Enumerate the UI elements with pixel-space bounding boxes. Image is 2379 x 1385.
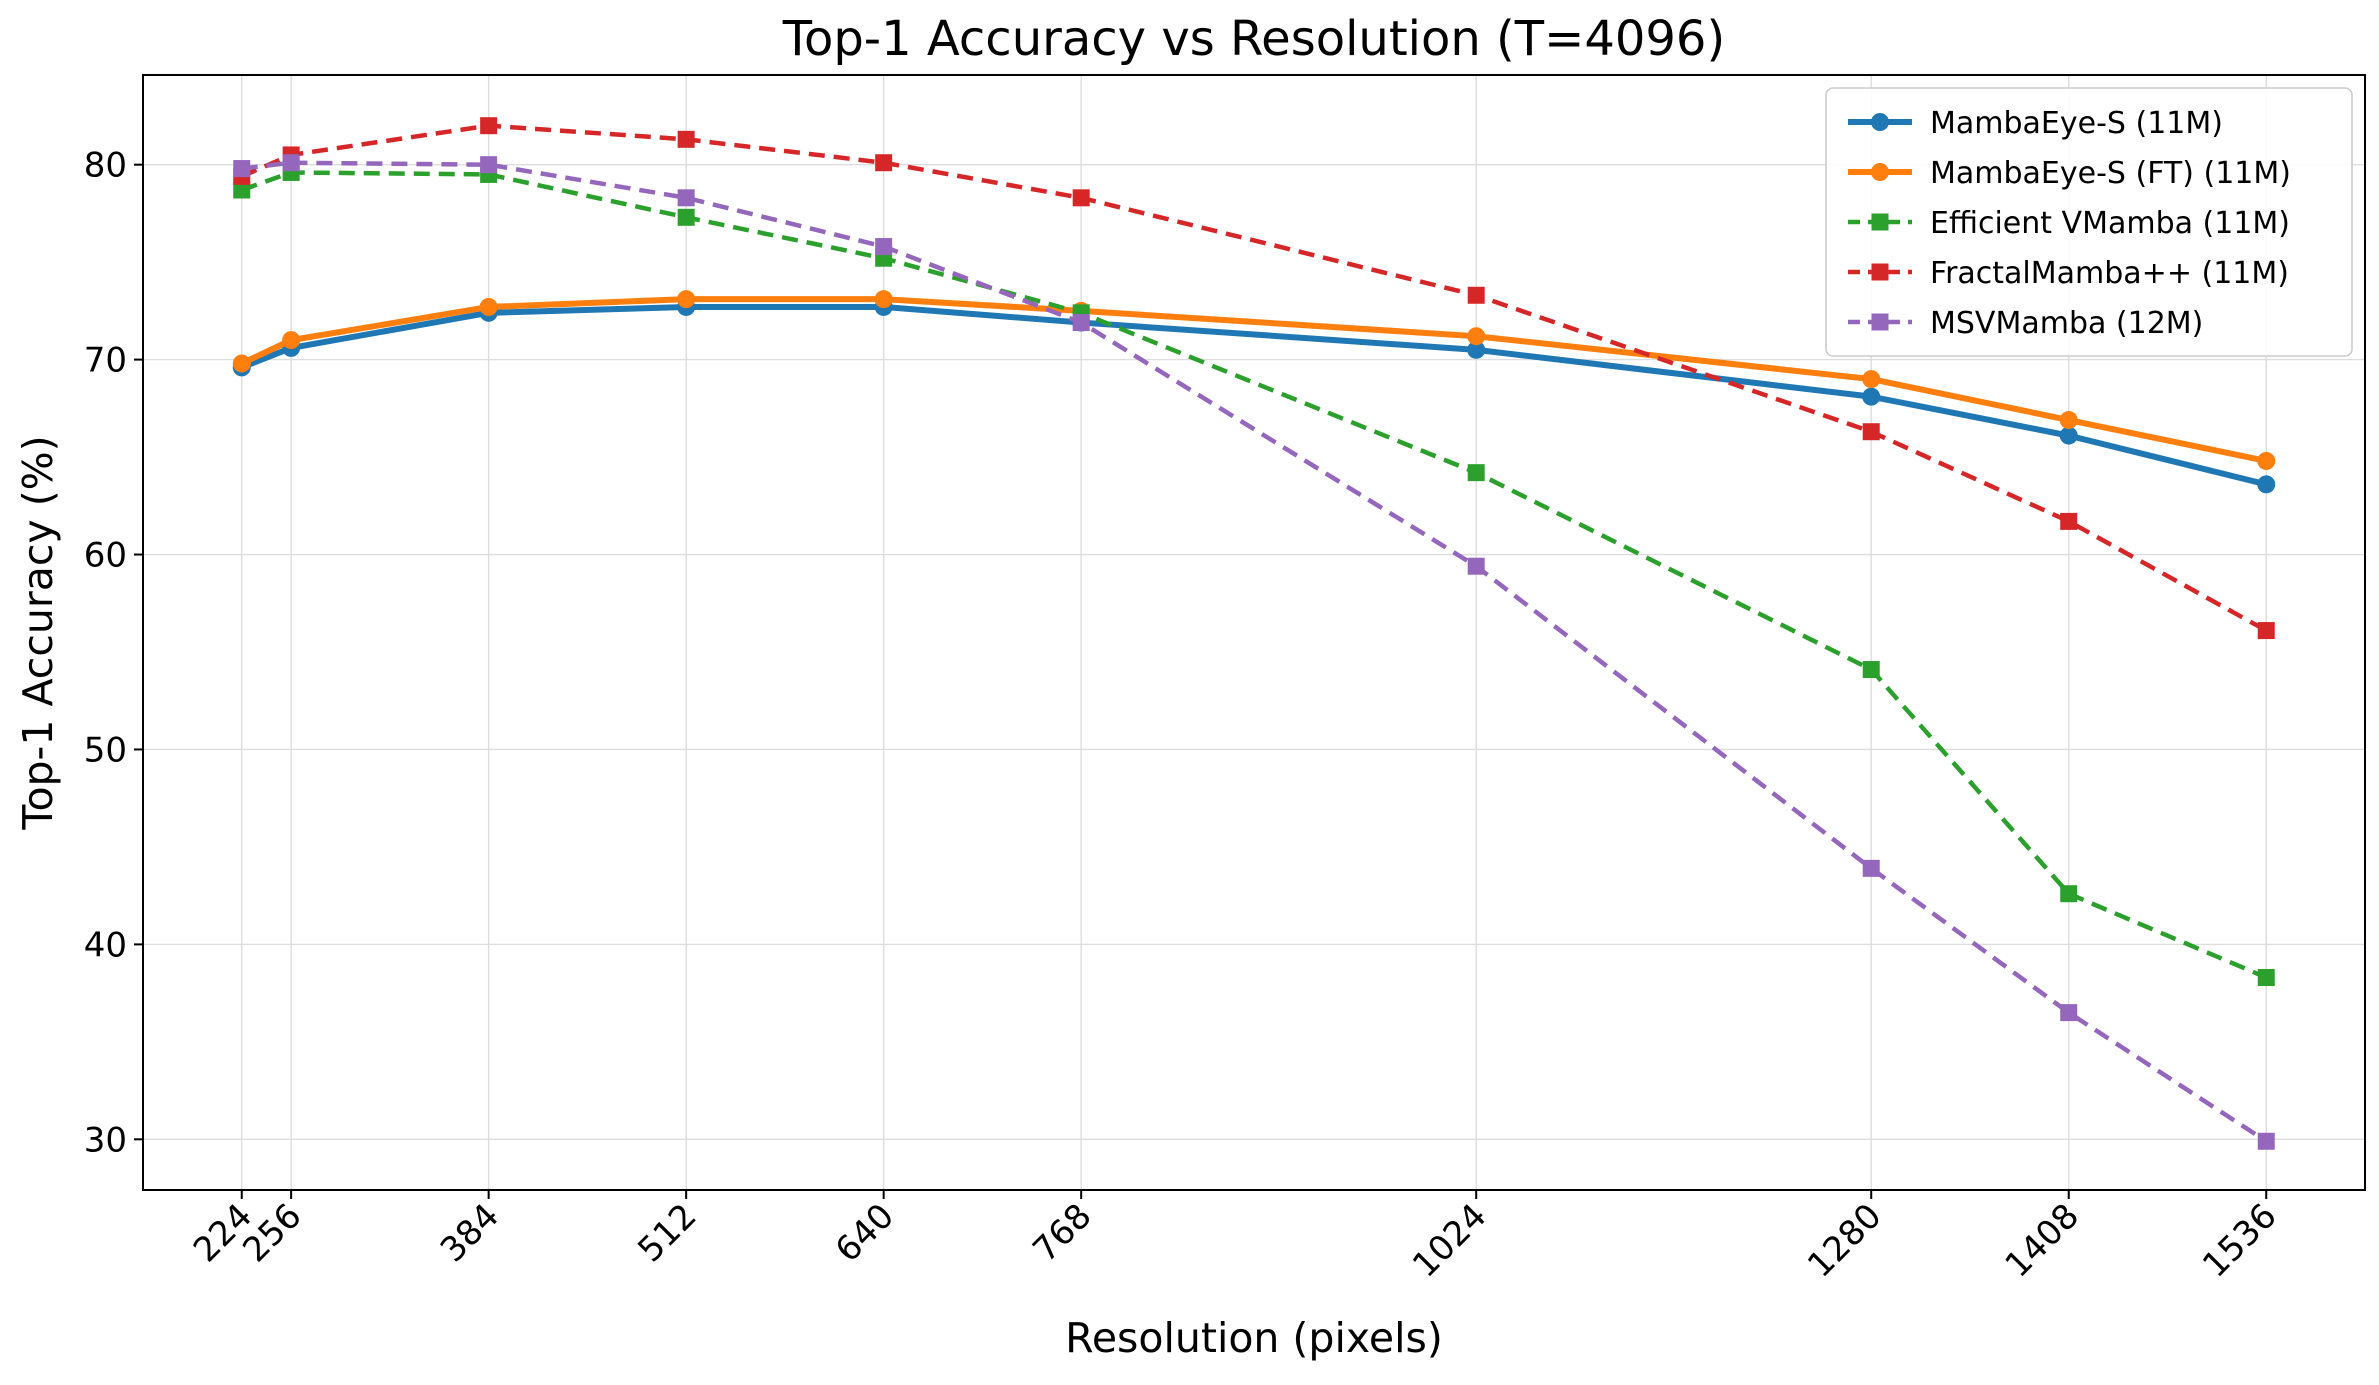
data-point <box>480 156 498 174</box>
legend-label-3: Efficient VMamba (11M) <box>1930 206 2290 241</box>
y-tick-label: 30 <box>84 1120 127 1160</box>
data-point <box>1072 189 1090 207</box>
data-point <box>677 290 696 309</box>
y-axis-label: Top-1 Accuracy (%) <box>14 435 62 830</box>
data-point <box>2059 411 2078 430</box>
legend-marker-2 <box>1871 163 1889 181</box>
data-point <box>1862 423 1880 441</box>
plot-frame <box>142 74 2366 1191</box>
data-point <box>1862 859 1880 877</box>
data-point <box>479 297 498 316</box>
series-layer <box>232 117 2276 1150</box>
legend-label-5: MSVMamba (12M) <box>1930 306 2203 341</box>
data-point <box>233 160 251 178</box>
data-point <box>2257 451 2276 470</box>
chart-title: Top-1 Accuracy vs Resolution (T=4096) <box>782 11 1725 67</box>
legend-label-1: MambaEye-S (11M) <box>1930 106 2223 141</box>
data-point <box>1072 314 1090 332</box>
y-tick-label: 40 <box>84 925 127 965</box>
data-point <box>2059 426 2078 445</box>
data-point <box>677 208 695 226</box>
data-point <box>1467 464 1485 482</box>
legend: MambaEye-S (11M) MambaEye-S (FT) (11M) Eff… <box>1825 87 2353 357</box>
data-point <box>2060 885 2078 903</box>
data-point <box>233 181 251 199</box>
data-point <box>1467 327 1486 346</box>
series-line <box>240 123 2268 633</box>
data-point <box>875 154 893 172</box>
data-point <box>677 130 695 148</box>
data-point <box>1862 387 1881 406</box>
data-point <box>2257 475 2276 494</box>
data-point <box>282 154 300 172</box>
y-tick-label: 80 <box>84 146 127 186</box>
legend-marker-1 <box>1871 113 1889 131</box>
y-tick-label: 50 <box>84 730 127 770</box>
series-line <box>240 303 2267 488</box>
data-point <box>232 354 251 373</box>
legend-box <box>1825 87 2353 357</box>
series-line <box>240 296 2267 464</box>
data-point <box>1467 340 1486 359</box>
data-point <box>2060 1004 2078 1022</box>
legend-label-4: FractalMamba++ (11M) <box>1930 256 2289 291</box>
x-axis-label: Resolution (pixels) <box>1065 1314 1443 1362</box>
data-point <box>2257 969 2275 987</box>
data-point <box>1862 370 1881 389</box>
data-point <box>2060 512 2078 530</box>
data-point <box>480 117 498 135</box>
y-tick-label: 70 <box>84 341 127 381</box>
data-point <box>1467 286 1485 304</box>
data-point <box>875 238 893 256</box>
y-tick-label: 60 <box>84 536 127 576</box>
series-4 <box>233 117 2275 640</box>
data-point <box>1467 557 1485 575</box>
data-point <box>677 189 695 207</box>
data-point <box>2257 1132 2275 1150</box>
data-point <box>2257 622 2275 640</box>
series-5 <box>233 154 2275 1150</box>
legend-marker-3 <box>1871 213 1889 231</box>
legend-marker-5 <box>1871 313 1889 331</box>
legend-label-2: MambaEye-S (FT) (11M) <box>1930 156 2291 191</box>
legend-marker-4 <box>1871 263 1889 281</box>
data-point <box>1862 661 1880 679</box>
series-line <box>241 160 2268 1144</box>
data-point <box>874 290 893 309</box>
data-point <box>282 331 301 350</box>
